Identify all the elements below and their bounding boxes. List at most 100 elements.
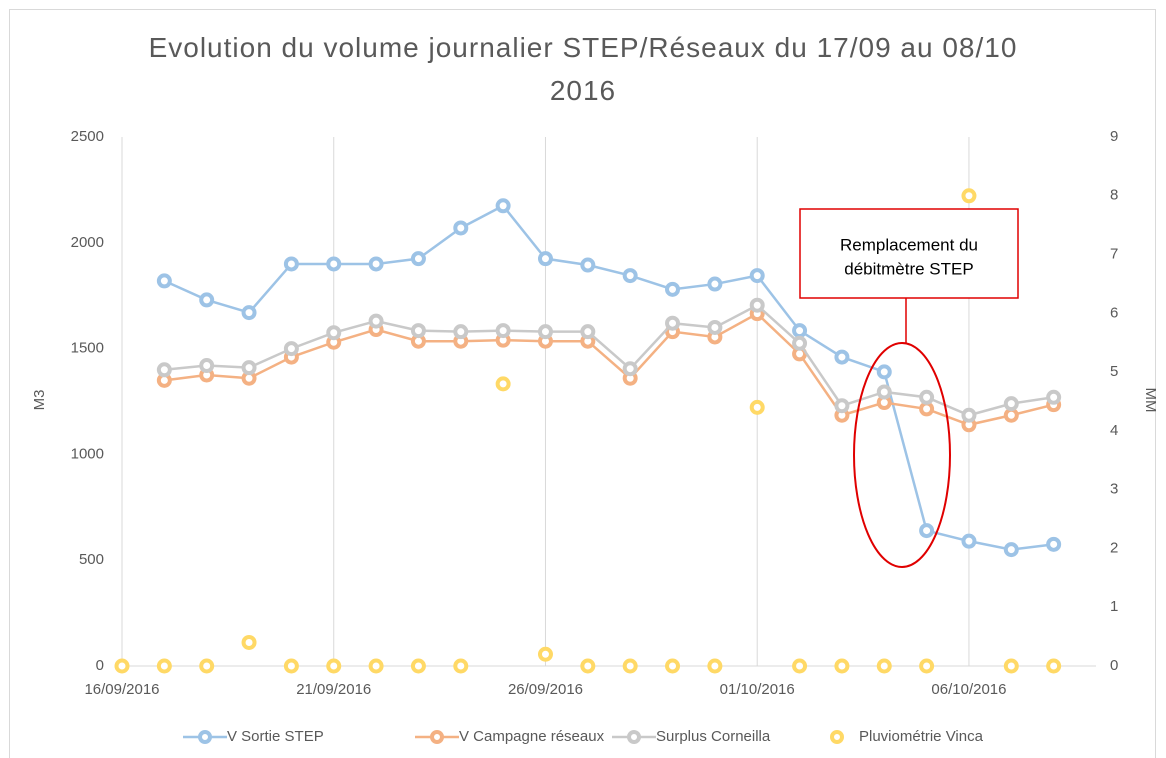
y-axis-title: M3 (31, 390, 48, 411)
data-point (241, 305, 257, 321)
y-tick-label: 1000 (71, 445, 104, 462)
data-point (961, 188, 977, 204)
data-point (326, 325, 342, 341)
data-point (156, 273, 172, 289)
data-point (792, 335, 808, 351)
data-point (114, 658, 130, 674)
data-point (749, 268, 765, 284)
data-point (919, 523, 935, 539)
data-point (537, 324, 553, 340)
chart-title: Evolution du volume journalier STEP/Rése… (148, 32, 1018, 106)
data-point (961, 533, 977, 549)
data-point (580, 324, 596, 340)
data-point (241, 360, 257, 376)
data-point (495, 323, 511, 339)
data-point (199, 358, 215, 374)
data-point (665, 658, 681, 674)
data-point (834, 658, 850, 674)
data-point (1003, 542, 1019, 558)
data-point (453, 220, 469, 236)
annotation-ellipse (853, 342, 951, 568)
data-point (283, 341, 299, 357)
data-point (283, 256, 299, 272)
data-point (876, 658, 892, 674)
data-point (199, 292, 215, 308)
x-tick-label: 26/09/2016 (508, 681, 583, 698)
data-point (283, 658, 299, 674)
data-point (961, 407, 977, 423)
data-point (495, 376, 511, 392)
data-point (326, 256, 342, 272)
data-point (919, 389, 935, 405)
y2-tick-label: 7 (1110, 246, 1118, 263)
data-point (792, 323, 808, 339)
data-point (1003, 407, 1019, 423)
data-point (1003, 658, 1019, 674)
y2-tick-label: 5 (1110, 363, 1118, 380)
data-point (622, 268, 638, 284)
y-tick-label: 500 (79, 551, 104, 568)
data-point (707, 658, 723, 674)
data-point (919, 401, 935, 417)
data-point (707, 276, 723, 292)
series-line (163, 204, 1054, 551)
data-point (665, 315, 681, 331)
legend-label: V Sortie STEP (227, 728, 324, 745)
y2-tick-label: 4 (1110, 422, 1118, 439)
annotation-text: Remplacement du (840, 235, 978, 254)
data-point (707, 319, 723, 335)
data-point (156, 362, 172, 378)
annotation-box (799, 208, 1019, 299)
data-point (665, 281, 681, 297)
x-tick-label: 16/09/2016 (84, 681, 159, 698)
legend-label: Pluviométrie Vinca (859, 728, 984, 745)
legend-marker (627, 730, 641, 744)
series-line (164, 312, 1054, 427)
data-point (919, 658, 935, 674)
x-tick-label: 21/09/2016 (296, 681, 371, 698)
data-point (580, 658, 596, 674)
data-point (410, 323, 426, 339)
x-tick-label: 01/10/2016 (720, 681, 795, 698)
data-point (199, 658, 215, 674)
series-line (164, 303, 1054, 417)
data-point (622, 361, 638, 377)
y2-tick-label: 6 (1110, 304, 1118, 321)
y2-tick-label: 0 (1110, 657, 1118, 674)
data-point (495, 198, 511, 214)
y2-tick-label: 2 (1110, 539, 1118, 556)
data-point (410, 251, 426, 267)
data-point (792, 658, 808, 674)
legend-label: V Campagne réseaux (459, 728, 605, 745)
data-point (241, 634, 257, 650)
data-point (749, 297, 765, 313)
data-point (453, 658, 469, 674)
y-tick-label: 0 (96, 657, 104, 674)
data-point (410, 658, 426, 674)
legend-marker (830, 730, 844, 744)
data-point (326, 658, 342, 674)
y2-tick-label: 1 (1110, 598, 1118, 615)
x-tick-label: 06/10/2016 (931, 681, 1006, 698)
y2-tick-label: 3 (1110, 481, 1118, 498)
legend-marker (198, 730, 212, 744)
data-point (1046, 536, 1062, 552)
data-point (368, 313, 384, 329)
legend-label: Surplus Corneilla (656, 728, 771, 745)
data-point (537, 646, 553, 662)
data-point (537, 251, 553, 267)
chart-border (9, 9, 1156, 758)
data-point (876, 364, 892, 380)
data-point (1046, 389, 1062, 405)
data-point (1003, 396, 1019, 412)
data-point (749, 399, 765, 415)
data-point (876, 384, 892, 400)
annotation-text: débitmètre STEP (844, 259, 973, 278)
data-point (622, 658, 638, 674)
y-tick-label: 2500 (71, 128, 104, 145)
data-point (453, 324, 469, 340)
data-point (368, 658, 384, 674)
y2-tick-label: 8 (1110, 187, 1118, 204)
